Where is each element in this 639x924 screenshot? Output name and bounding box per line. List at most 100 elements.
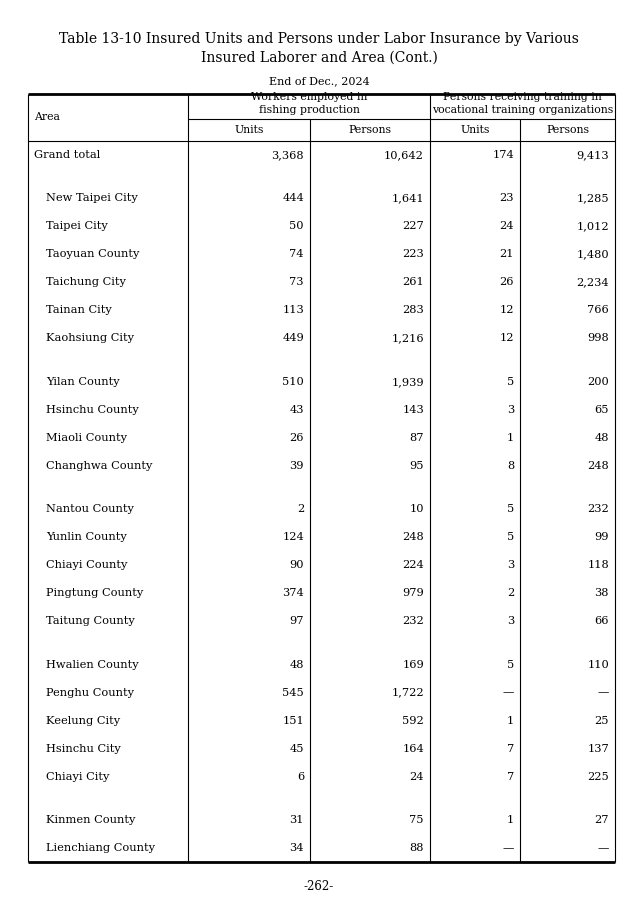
Text: Lienchiang County: Lienchiang County (46, 843, 155, 853)
Text: 5: 5 (507, 532, 514, 542)
Text: 110: 110 (587, 660, 609, 670)
Text: 1,722: 1,722 (391, 687, 424, 698)
Text: 1: 1 (507, 715, 514, 725)
Text: 65: 65 (594, 405, 609, 415)
Text: Taoyuan County: Taoyuan County (46, 249, 139, 260)
Text: 3: 3 (507, 405, 514, 415)
Text: —: — (597, 843, 609, 853)
Text: 75: 75 (410, 815, 424, 825)
Text: 1,012: 1,012 (576, 222, 609, 231)
Text: 592: 592 (402, 715, 424, 725)
Text: 1,216: 1,216 (391, 334, 424, 344)
Text: 510: 510 (282, 377, 304, 387)
Text: 124: 124 (282, 532, 304, 542)
Text: 449: 449 (282, 334, 304, 344)
Text: 31: 31 (289, 815, 304, 825)
Text: 87: 87 (410, 432, 424, 443)
Text: 90: 90 (289, 560, 304, 570)
Text: 3: 3 (507, 560, 514, 570)
Text: 48: 48 (289, 660, 304, 670)
Text: 10,642: 10,642 (384, 150, 424, 160)
Text: 39: 39 (289, 461, 304, 471)
Text: 248: 248 (402, 532, 424, 542)
Text: 248: 248 (587, 461, 609, 471)
Text: 97: 97 (289, 616, 304, 626)
Text: 545: 545 (282, 687, 304, 698)
Text: Chiayi City: Chiayi City (46, 772, 109, 782)
Text: Taitung County: Taitung County (46, 616, 135, 626)
Text: —: — (503, 687, 514, 698)
Text: 66: 66 (594, 616, 609, 626)
Text: 21: 21 (500, 249, 514, 260)
Text: 26: 26 (289, 432, 304, 443)
Text: 3,368: 3,368 (272, 150, 304, 160)
Text: Nantou County: Nantou County (46, 505, 134, 514)
Text: 232: 232 (402, 616, 424, 626)
Text: 88: 88 (410, 843, 424, 853)
Text: 5: 5 (507, 505, 514, 514)
Text: Table 13-10 Insured Units and Persons under Labor Insurance by Various: Table 13-10 Insured Units and Persons un… (59, 32, 579, 46)
Text: 113: 113 (282, 306, 304, 315)
Text: 50: 50 (289, 222, 304, 231)
Text: 998: 998 (587, 334, 609, 344)
Text: 5: 5 (507, 660, 514, 670)
Text: Hsinchu City: Hsinchu City (46, 744, 121, 754)
Text: Taichung City: Taichung City (46, 277, 126, 287)
Text: 283: 283 (402, 306, 424, 315)
Text: 444: 444 (282, 193, 304, 203)
Text: Persons receiving training in
vocational training organizations: Persons receiving training in vocational… (432, 92, 613, 115)
Text: 1: 1 (507, 432, 514, 443)
Text: 3: 3 (507, 616, 514, 626)
Text: 169: 169 (402, 660, 424, 670)
Text: 2: 2 (296, 505, 304, 514)
Text: 6: 6 (296, 772, 304, 782)
Text: 34: 34 (289, 843, 304, 853)
Text: 24: 24 (410, 772, 424, 782)
Text: New Taipei City: New Taipei City (46, 193, 138, 203)
Text: 26: 26 (500, 277, 514, 287)
Text: Insured Laborer and Area (Cont.): Insured Laborer and Area (Cont.) (201, 51, 438, 65)
Text: Yunlin County: Yunlin County (46, 532, 127, 542)
Text: Area: Area (34, 113, 60, 123)
Text: 137: 137 (587, 744, 609, 754)
Text: Tainan City: Tainan City (46, 306, 112, 315)
Text: Kinmen County: Kinmen County (46, 815, 135, 825)
Text: -262-: -262- (304, 880, 334, 893)
Text: 8: 8 (507, 461, 514, 471)
Text: 1,939: 1,939 (391, 377, 424, 387)
Text: —: — (597, 687, 609, 698)
Text: 25: 25 (594, 715, 609, 725)
Text: 174: 174 (492, 150, 514, 160)
Text: 2: 2 (507, 589, 514, 598)
Text: Chiayi County: Chiayi County (46, 560, 127, 570)
Text: 73: 73 (289, 277, 304, 287)
Text: Persons: Persons (546, 125, 589, 135)
Text: 151: 151 (282, 715, 304, 725)
Text: 143: 143 (402, 405, 424, 415)
Text: 232: 232 (587, 505, 609, 514)
Text: 45: 45 (289, 744, 304, 754)
Text: End of Dec., 2024: End of Dec., 2024 (268, 76, 369, 86)
Text: 74: 74 (289, 249, 304, 260)
Text: 223: 223 (402, 249, 424, 260)
Text: 200: 200 (587, 377, 609, 387)
Text: 43: 43 (289, 405, 304, 415)
Text: 374: 374 (282, 589, 304, 598)
Text: —: — (503, 843, 514, 853)
Text: 12: 12 (500, 306, 514, 315)
Text: Persons: Persons (348, 125, 392, 135)
Text: 1,480: 1,480 (576, 249, 609, 260)
Text: 2,234: 2,234 (576, 277, 609, 287)
Text: 48: 48 (594, 432, 609, 443)
Text: Kaohsiung City: Kaohsiung City (46, 334, 134, 344)
Text: 225: 225 (587, 772, 609, 782)
Text: Penghu County: Penghu County (46, 687, 134, 698)
Text: Yilan County: Yilan County (46, 377, 119, 387)
Text: 5: 5 (507, 377, 514, 387)
Text: 261: 261 (402, 277, 424, 287)
Text: Changhwa County: Changhwa County (46, 461, 152, 471)
Text: Hwalien County: Hwalien County (46, 660, 139, 670)
Text: 9,413: 9,413 (576, 150, 609, 160)
Text: 766: 766 (587, 306, 609, 315)
Text: 10: 10 (410, 505, 424, 514)
